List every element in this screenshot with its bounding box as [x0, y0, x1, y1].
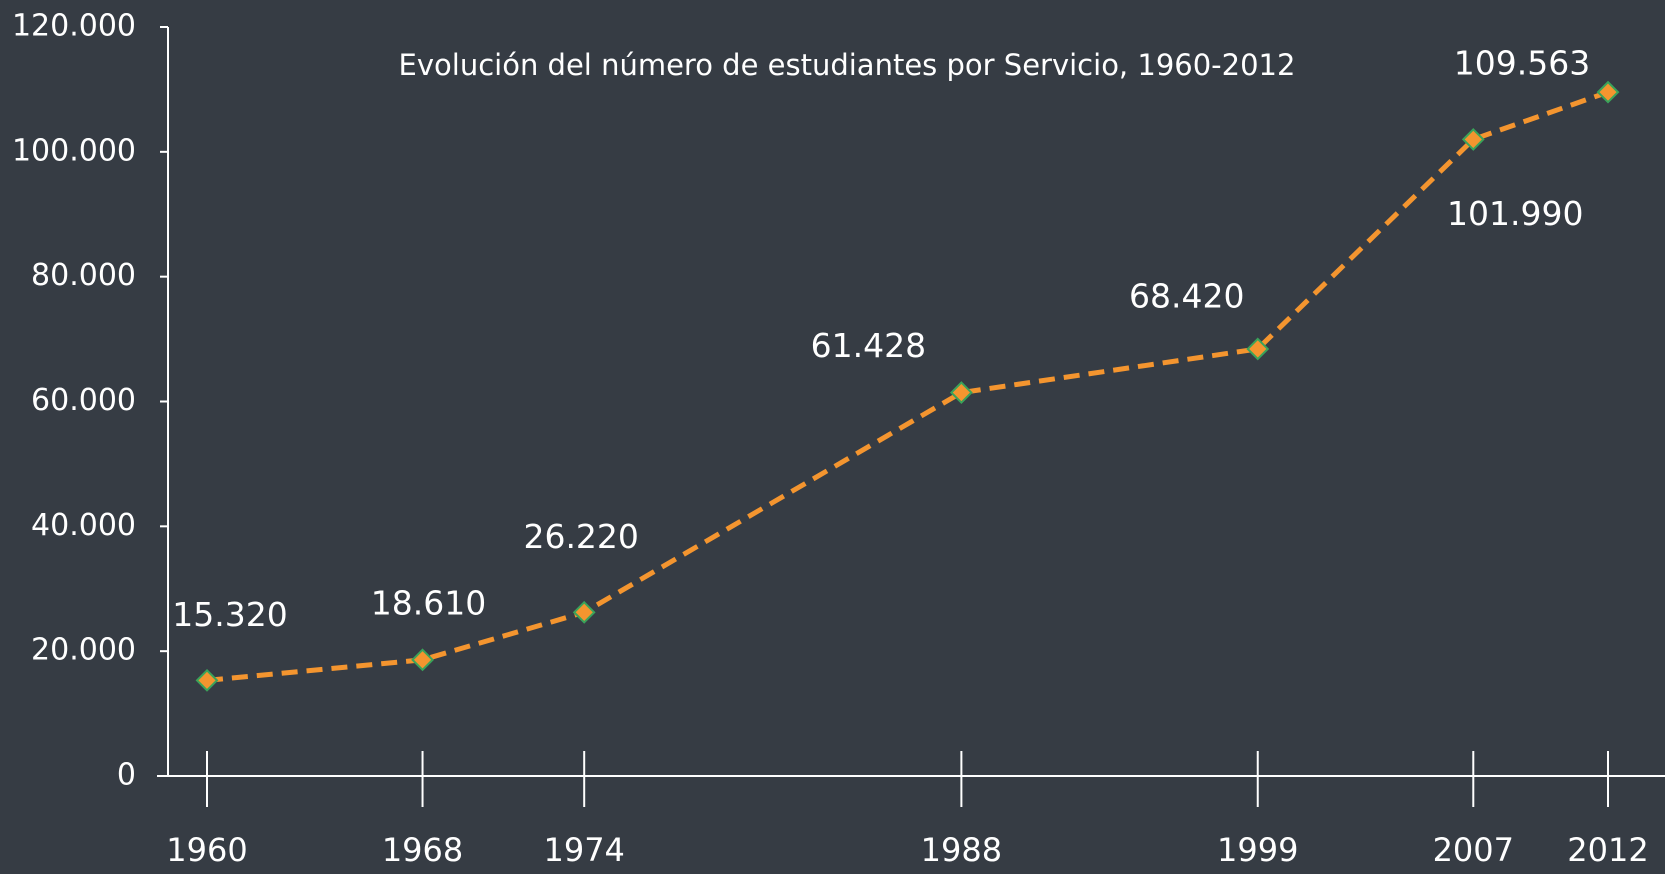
- data-label: 68.420: [1129, 276, 1244, 315]
- y-tick-label: 40.000: [31, 508, 136, 543]
- data-label: 15.320: [172, 595, 287, 634]
- y-tick-label: 100.000: [12, 133, 136, 168]
- x-tick-label: 1968: [382, 831, 463, 869]
- data-label: 61.428: [811, 326, 926, 365]
- y-tick-label: 60.000: [31, 383, 136, 418]
- x-tick-label: 1960: [166, 831, 247, 869]
- marker: [411, 648, 434, 672]
- x-tick-label: 1999: [1217, 831, 1298, 869]
- data-label: 26.220: [523, 517, 638, 556]
- x-tick-label: 2007: [1433, 831, 1514, 869]
- marker: [1461, 127, 1485, 151]
- y-tick-label: 80.000: [31, 258, 136, 293]
- x-tick-label: 1974: [543, 831, 624, 869]
- chart-title: Evolución del número de estudiantes por …: [399, 48, 1296, 82]
- y-tick-label: 0: [117, 758, 136, 793]
- data-label: 109.563: [1454, 44, 1590, 83]
- x-tick-label: 2012: [1567, 831, 1648, 869]
- x-tick-label: 1988: [921, 831, 1002, 869]
- marker: [572, 600, 596, 624]
- data-label: 18.610: [371, 583, 486, 622]
- marker: [949, 381, 973, 405]
- marker: [195, 668, 219, 692]
- y-tick-label: 120.000: [12, 9, 136, 44]
- y-tick-label: 20.000: [31, 633, 136, 668]
- marker: [1596, 80, 1620, 104]
- data-label: 101.990: [1447, 194, 1583, 233]
- marker: [1246, 337, 1270, 361]
